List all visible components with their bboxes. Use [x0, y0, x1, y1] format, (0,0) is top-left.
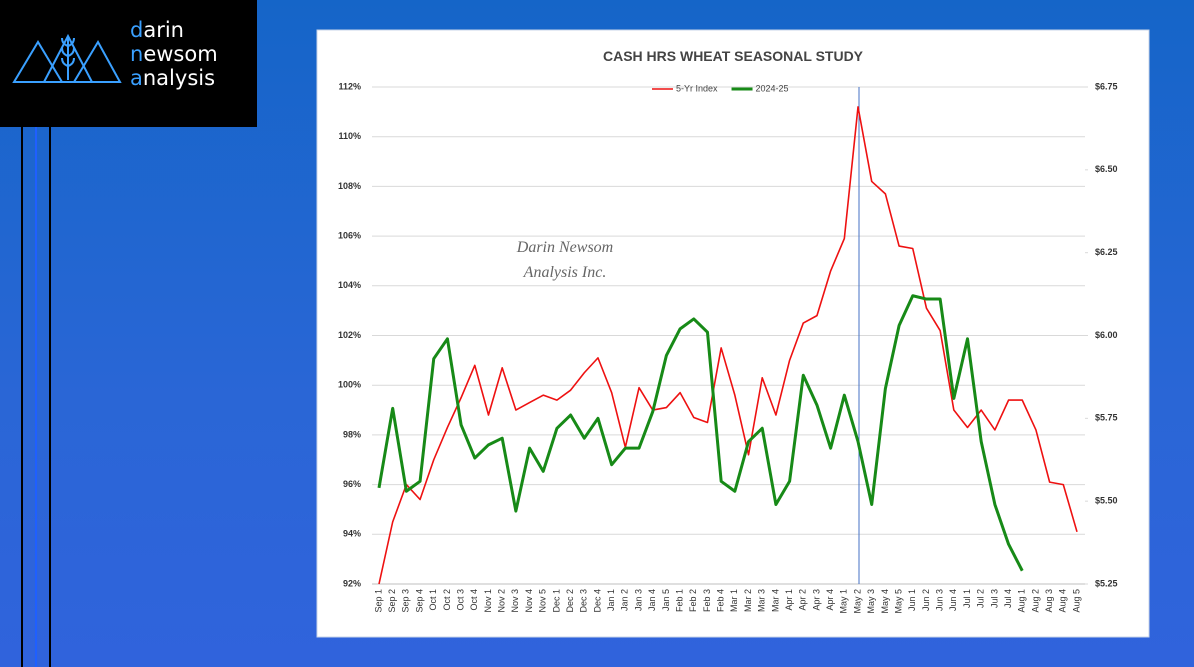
- x-tick-label: Dec 1: [551, 589, 561, 613]
- x-tick-label: Jan 5: [661, 589, 671, 611]
- legend-label: 2024-25: [756, 83, 789, 93]
- y2-tick-label: $5.50: [1095, 496, 1118, 506]
- series-line: [377, 294, 1024, 572]
- y2-tick-label: $5.75: [1095, 413, 1118, 423]
- series-line: [378, 106, 1078, 585]
- y2-tick-label: $6.50: [1095, 164, 1118, 174]
- logo-icon: [12, 33, 122, 83]
- logo-text: darin newsom analysis: [130, 18, 218, 90]
- x-tick-label: Oct 2: [442, 589, 452, 611]
- x-tick-label: Aug 5: [1071, 589, 1081, 613]
- logo: darin newsom analysis: [0, 0, 257, 127]
- y-tick-label: 112%: [338, 81, 361, 91]
- x-tick-label: Jan 2: [620, 589, 630, 611]
- x-tick-label: Apr 2: [798, 589, 808, 611]
- x-tick-label: Mar 2: [743, 589, 753, 612]
- x-tick-label: Feb 4: [716, 589, 726, 612]
- watermark: Analysis Inc.: [523, 264, 607, 281]
- x-tick-label: Dec 2: [565, 589, 575, 613]
- x-tick-label: Apr 4: [825, 589, 835, 611]
- x-tick-label: Mar 3: [757, 589, 767, 612]
- x-tick-label: Jul 1: [962, 589, 972, 608]
- y-tick-label: 92%: [343, 578, 361, 588]
- x-tick-label: Jun 1: [907, 589, 917, 611]
- chart-title: CASH HRS WHEAT SEASONAL STUDY: [603, 48, 864, 64]
- y-tick-label: 104%: [338, 280, 361, 290]
- y2-tick-label: $6.75: [1095, 81, 1118, 91]
- y-tick-label: 106%: [338, 230, 361, 240]
- x-tick-label: Nov 5: [538, 589, 548, 613]
- x-tick-label: Aug 1: [1017, 589, 1027, 613]
- x-tick-label: Sep 3: [401, 589, 411, 613]
- x-tick-label: Apr 1: [784, 589, 794, 611]
- x-tick-label: Sep 2: [387, 589, 397, 613]
- x-tick-label: Jul 4: [1003, 589, 1013, 608]
- x-tick-label: Jan 4: [647, 589, 657, 611]
- y-tick-label: 102%: [338, 330, 361, 340]
- x-tick-label: Dec 3: [579, 589, 589, 613]
- x-tick-label: Sep 4: [414, 589, 424, 613]
- chart-panel: [316, 29, 1150, 638]
- x-tick-label: Dec 4: [592, 589, 602, 613]
- x-tick-label: Nov 4: [524, 589, 534, 613]
- x-tick-label: Jun 2: [921, 589, 931, 611]
- x-tick-label: Feb 1: [674, 589, 684, 612]
- y2-tick-label: $6.25: [1095, 247, 1118, 257]
- y-tick-label: 110%: [338, 131, 361, 141]
- x-tick-label: Jul 2: [976, 589, 986, 608]
- x-tick-label: Feb 2: [688, 589, 698, 612]
- x-tick-label: Jun 4: [948, 589, 958, 611]
- x-tick-label: May 4: [880, 589, 890, 614]
- y-tick-label: 98%: [343, 429, 361, 439]
- x-tick-label: Oct 1: [428, 589, 438, 611]
- y-tick-label: 94%: [343, 529, 361, 539]
- y-tick-label: 100%: [338, 380, 361, 390]
- x-tick-label: May 2: [852, 589, 862, 614]
- x-tick-label: Jul 3: [989, 589, 999, 608]
- x-tick-label: Apr 3: [811, 589, 821, 611]
- x-tick-label: Nov 2: [497, 589, 507, 613]
- x-tick-label: Oct 4: [469, 589, 479, 611]
- x-tick-label: May 5: [893, 589, 903, 614]
- x-tick-label: May 1: [839, 589, 849, 614]
- x-tick-label: Jan 1: [606, 589, 616, 611]
- x-tick-label: Oct 3: [455, 589, 465, 611]
- legend-label: 5-Yr Index: [676, 83, 718, 93]
- x-tick-label: Aug 3: [1044, 589, 1054, 613]
- logo-line: analysis: [130, 66, 216, 90]
- x-tick-label: Mar 4: [770, 589, 780, 612]
- watermark: Darin Newsom: [516, 239, 613, 256]
- x-tick-label: Nov 3: [510, 589, 520, 613]
- y-tick-label: 96%: [343, 479, 361, 489]
- logo-line: newsom: [130, 42, 218, 66]
- y2-tick-label: $6.00: [1095, 330, 1118, 340]
- x-tick-label: Feb 3: [702, 589, 712, 612]
- logo-line: darin: [130, 18, 184, 42]
- x-tick-label: Jun 3: [935, 589, 945, 611]
- x-tick-label: Aug 4: [1058, 589, 1068, 613]
- x-tick-label: May 3: [866, 589, 876, 614]
- x-tick-label: Mar 1: [729, 589, 739, 612]
- x-tick-label: Sep 1: [373, 589, 383, 613]
- y2-tick-label: $5.25: [1095, 578, 1118, 588]
- y-tick-label: 108%: [338, 181, 361, 191]
- x-tick-label: Jan 3: [633, 589, 643, 611]
- x-tick-label: Nov 1: [483, 589, 493, 613]
- x-tick-label: Aug 2: [1030, 589, 1040, 613]
